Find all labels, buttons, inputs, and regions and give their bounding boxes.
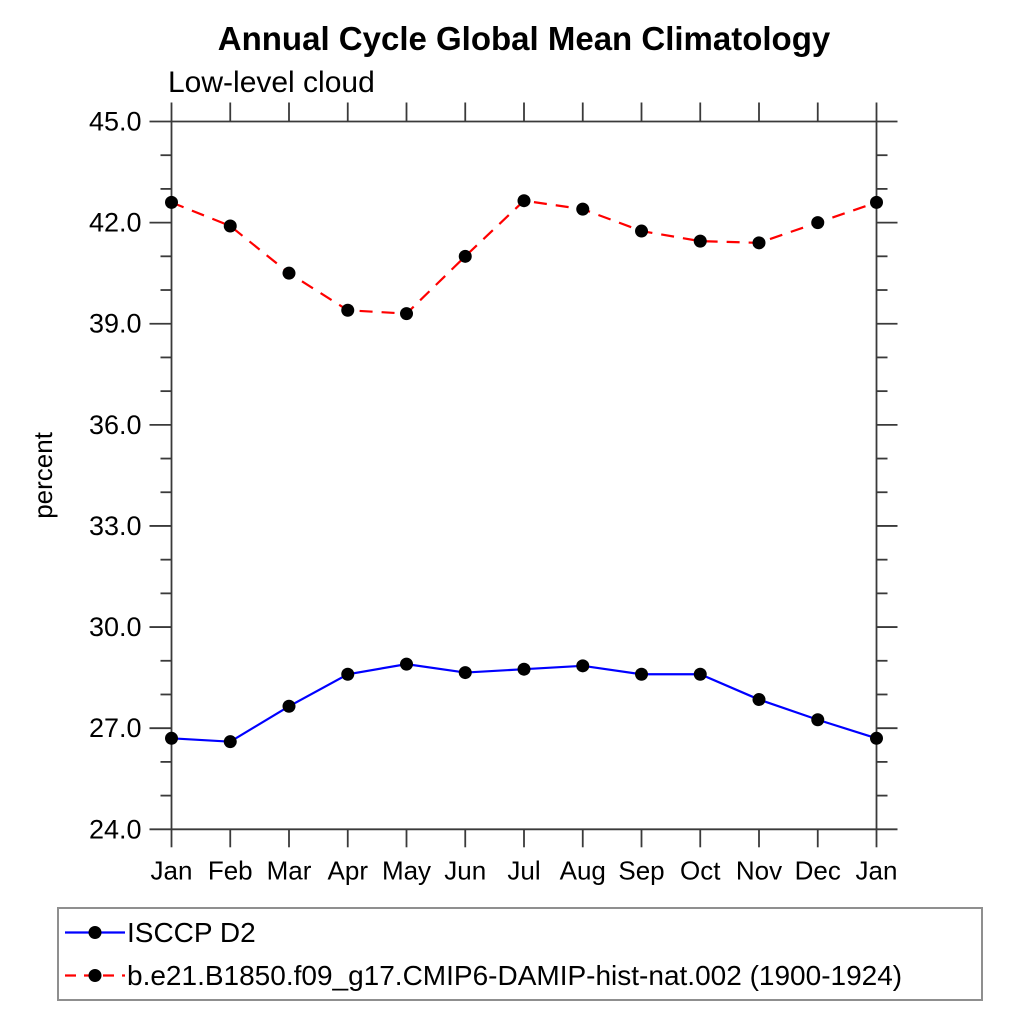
y-tick-label: 36.0 [89,410,142,440]
legend-label: b.e21.B1850.f09_g17.CMIP6-DAMIP-hist-nat… [127,960,903,991]
data-point-marker [576,659,590,673]
data-point-marker [752,236,766,250]
x-tick-label: Aug [560,855,606,885]
data-point-marker [517,194,531,208]
x-tick-label: Jun [444,855,486,885]
data-point-marker [693,234,707,248]
legend-box: ISCCP D2 b.e21.B1850.f09_g17.CMIP6-DAMIP-… [57,907,983,1001]
legend-sample-dashed-line [65,969,125,982]
y-tick-label: 42.0 [89,208,142,238]
data-point-marker [517,662,531,676]
y-tick-label: 27.0 [89,713,142,743]
series-line-solid [171,663,877,743]
y-tick-label: 39.0 [89,309,142,339]
data-point-marker [282,266,296,280]
data-point-marker [576,202,590,216]
data-point-marker [811,216,825,230]
x-tick-label: Feb [208,855,253,885]
x-tick-label: Sep [618,855,664,885]
data-point-marker [811,713,825,727]
legend-label: ISCCP D2 [127,917,256,948]
data-point-marker [165,195,178,209]
data-point-marker [400,307,413,321]
y-tick-label: 45.0 [89,107,142,137]
x-tick-label: Nov [736,855,782,885]
legend-marker-icon [88,969,102,982]
x-tick-label: Apr [328,855,369,885]
series-line-dashed [171,199,877,315]
x-tick-label: Mar [267,855,312,885]
x-tick-label: Dec [795,855,841,885]
data-point-marker [341,303,355,317]
data-point-marker [458,249,472,263]
x-tick-label: Jan [856,855,898,885]
data-point-marker [635,667,648,681]
data-point-marker [870,195,883,209]
data-point-marker [223,735,237,749]
data-point-marker [635,224,648,238]
data-point-marker [458,666,472,680]
chart-title: Annual Cycle Global Mean Climatology [217,20,831,57]
chart-subtitle: Low-level cloud [168,66,375,99]
x-tick-label: Jan [151,855,193,885]
data-point-marker [400,657,413,671]
x-tick-label: Jul [507,855,540,885]
y-tick-label: 30.0 [89,612,142,642]
data-point-marker [282,699,296,713]
legend-item: ISCCP D2 [63,917,981,948]
data-point-marker [752,693,766,707]
legend-marker-icon [88,926,102,939]
plot-area: 24.0 27.0 30.0 33.0 36.0 39.0 42.0 45.0 Jan Feb Ma… [28,102,898,885]
legend-sample-solid-line [65,926,125,939]
data-point-marker [341,667,355,681]
data-point-marker [165,731,178,745]
data-point-marker [223,219,237,233]
x-tick-label: May [382,855,431,885]
y-tick-label: 33.0 [89,511,142,541]
y-axis-title: percent [28,431,58,518]
legend-item: b.e21.B1850.f09_g17.CMIP6-DAMIP-hist-nat… [63,960,981,991]
data-point-marker [870,731,883,745]
x-tick-label: Oct [680,855,721,885]
y-tick-label: 24.0 [89,814,142,844]
data-point-marker [693,667,707,681]
